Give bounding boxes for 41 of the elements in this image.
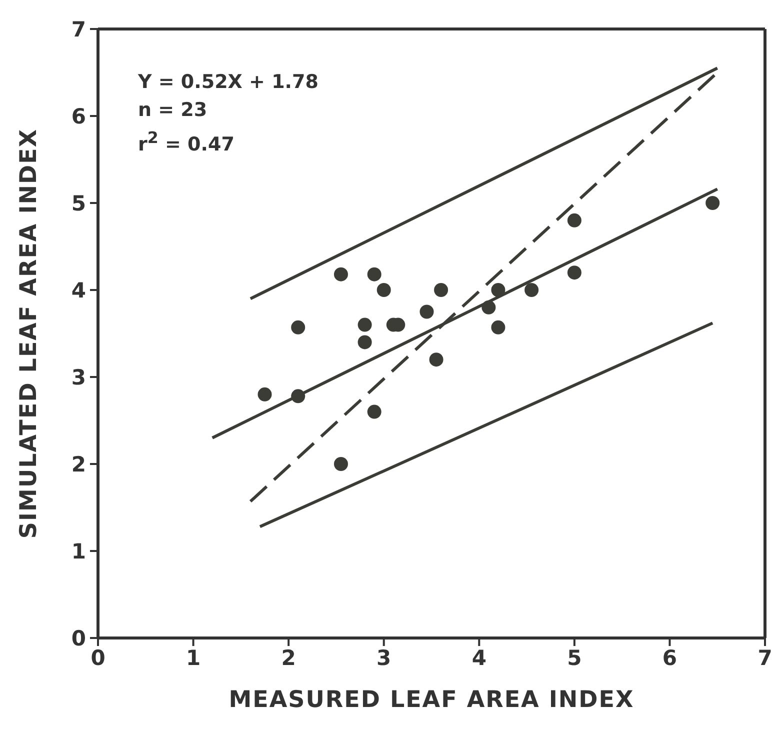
x-tick-label: 4 <box>472 646 486 670</box>
point <box>524 283 539 297</box>
x-tick-label: 3 <box>376 646 392 670</box>
point <box>706 196 720 210</box>
y-tick-label: 2 <box>71 452 86 476</box>
y-tick-label: 3 <box>71 365 86 390</box>
point <box>376 283 391 297</box>
point <box>491 320 506 334</box>
x-tick-label: 2 <box>281 646 296 670</box>
point <box>567 266 582 280</box>
point <box>334 457 348 471</box>
point <box>291 389 306 404</box>
annotation: n = 23 <box>138 98 208 123</box>
point <box>358 318 372 332</box>
point <box>258 387 272 402</box>
annotation: r$^{2}$ = 0.47 <box>138 127 236 158</box>
x-axis-title: MEASURED LEAF AREA INDEX <box>228 687 634 713</box>
point <box>367 404 382 419</box>
x-tick-label: 6 <box>662 646 678 670</box>
y-tick-label: 0 <box>71 626 86 650</box>
y-tick-label: 5 <box>71 191 86 216</box>
point <box>420 304 434 319</box>
point <box>482 300 496 314</box>
annotation: Y = 0.52X + 1.78 <box>138 70 318 95</box>
point <box>429 352 444 367</box>
y-tick-label: 4 <box>71 278 86 302</box>
x-tick-label: 0 <box>90 646 106 670</box>
y-tick-label: 6 <box>71 104 86 128</box>
point <box>567 213 582 228</box>
y-tick-label: 7 <box>71 17 86 42</box>
y-tick-label: 1 <box>71 539 86 564</box>
point <box>491 283 506 297</box>
point <box>434 283 448 297</box>
point <box>358 335 372 350</box>
x-tick-label: 7 <box>758 646 772 670</box>
point <box>334 267 348 282</box>
x-tick-label: 1 <box>186 646 201 670</box>
point <box>291 320 306 334</box>
y-axis-title: SIMULATED LEAF AREA INDEX <box>16 128 42 539</box>
point <box>367 267 382 282</box>
x-tick-label: 5 <box>567 646 582 670</box>
